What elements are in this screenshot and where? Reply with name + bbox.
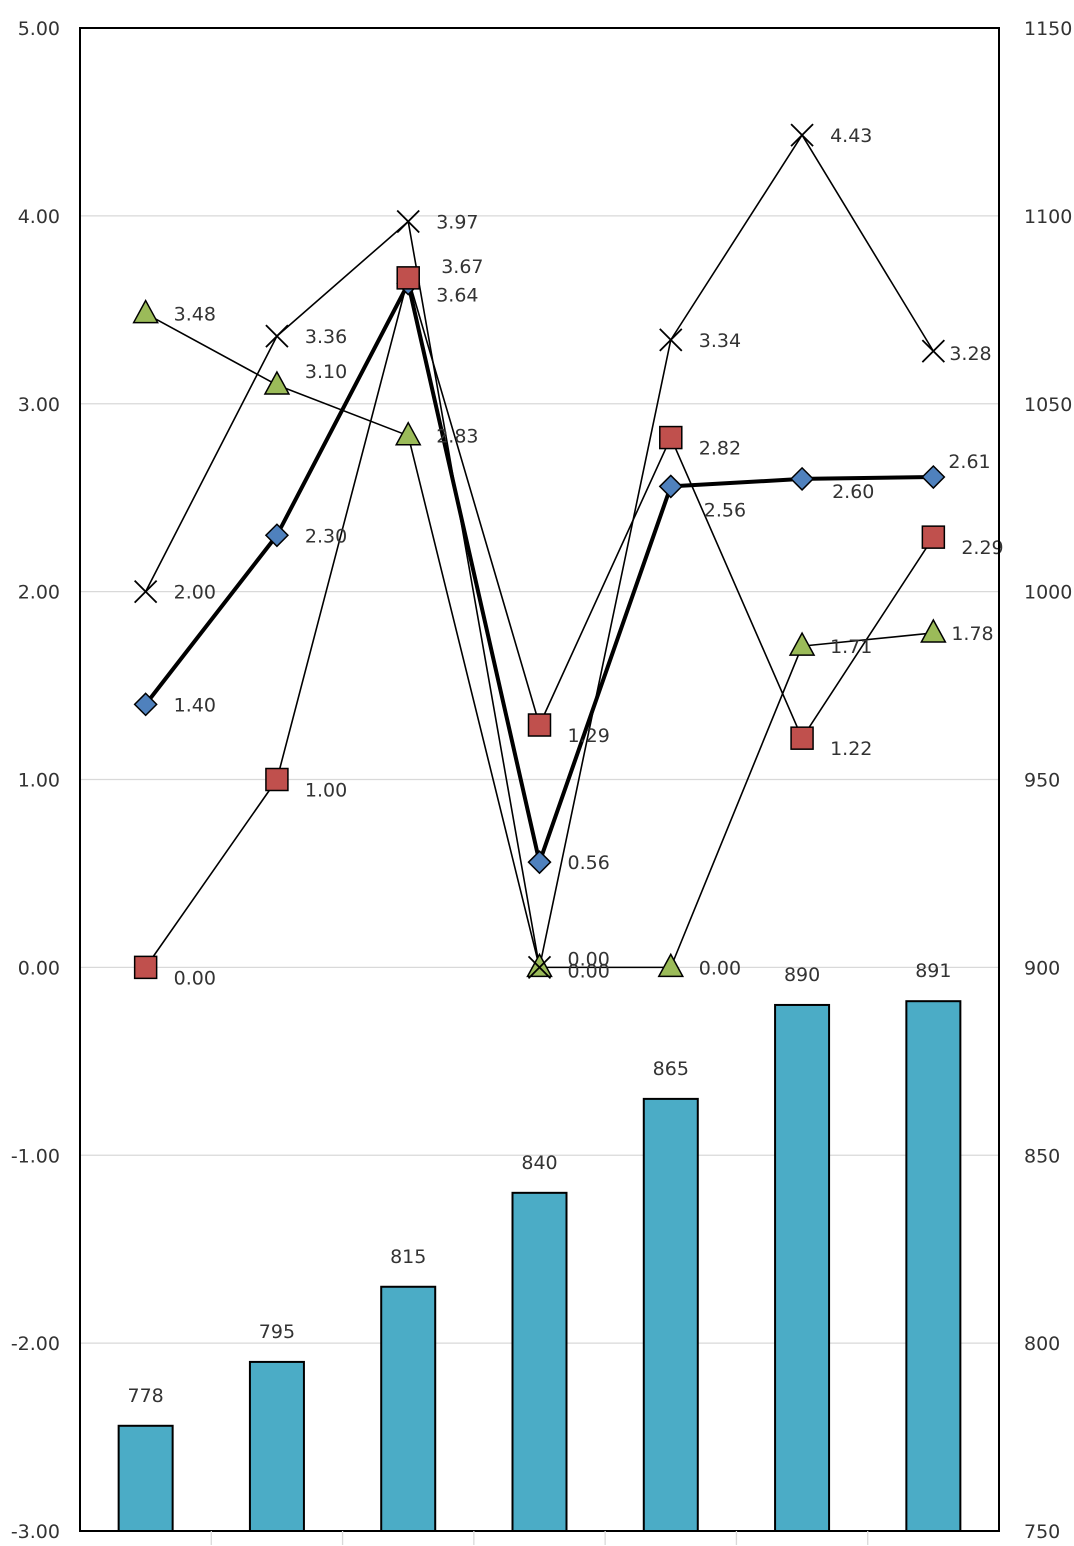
triangle-marker [920, 618, 947, 643]
bar-value-label: 865 [653, 1058, 689, 1080]
triangle-marker [132, 299, 159, 324]
bar [117, 1424, 174, 1533]
series-value-label: 1.78 [951, 623, 993, 645]
x-marker [134, 579, 158, 604]
y-right-tick-label: 1150 [1024, 18, 1072, 40]
y-left-tick-label: 4.00 [18, 206, 60, 228]
y-right-tick-label: 950 [1024, 770, 1060, 792]
y-left-tick-label: 0.00 [18, 957, 60, 979]
series-value-label: 2.30 [305, 525, 347, 547]
series-value-label: 0.56 [568, 852, 610, 874]
data-labels: 778 795 815 840 865 890 891 1.40 2.30 3.64 0.56 2.5… [128, 125, 1004, 1407]
y-left-tick-label: 1.00 [18, 770, 60, 792]
series-value-label: 3.34 [699, 330, 741, 352]
x-marker [659, 328, 683, 352]
square-marker [659, 425, 683, 450]
square-marker [790, 726, 814, 750]
x-marker [396, 209, 420, 234]
bar [248, 1360, 305, 1532]
y-left-tick-label: 5.00 [18, 18, 60, 40]
series-value-label: 3.48 [174, 304, 216, 326]
y-left-tick-label: -1.00 [11, 1145, 60, 1167]
triangle-marker [394, 421, 422, 446]
diamond-marker [790, 466, 815, 491]
y-right-tick-label: 850 [1024, 1145, 1060, 1167]
series-value-label: 1.40 [174, 694, 216, 716]
triangle-marker [788, 631, 816, 656]
x-marker [790, 123, 814, 147]
diamond-marker [527, 850, 552, 875]
series-value-label: 3.64 [436, 285, 478, 307]
y-right-tick-label: 800 [1024, 1333, 1060, 1355]
series-value-label: 3.28 [949, 343, 991, 365]
y-left-tick-label: -2.00 [11, 1333, 60, 1355]
series-value-label: 2.61 [948, 451, 990, 473]
x-marker [921, 339, 945, 363]
series-value-label: 1.71 [830, 636, 872, 658]
series-value-label: 0.00 [568, 948, 610, 970]
y-right-tick-label: 750 [1024, 1521, 1060, 1543]
series-value-label: 2.29 [961, 537, 1003, 559]
series-markers [132, 123, 947, 980]
square-marker [396, 266, 420, 290]
series-value-label: 0.00 [699, 957, 741, 979]
series-value-label: 2.60 [832, 481, 874, 503]
diamond-marker [264, 523, 289, 548]
series-lines [144, 134, 935, 969]
triangle-marker [526, 952, 553, 978]
bar-value-label: 795 [259, 1321, 295, 1343]
series-value-label: 1.29 [568, 725, 610, 747]
y-right-tick-label: 1050 [1024, 394, 1072, 416]
x-marker [527, 955, 552, 980]
bar [511, 1191, 568, 1532]
bar-value-label: 890 [784, 964, 820, 986]
series-value-label: 0.00 [174, 967, 216, 989]
axes: -3.00 -2.00 -1.00 0.00 1.00 2.00 3.00 4.00 5.00 7… [11, 18, 1073, 1546]
series-value-label: 2.83 [436, 426, 478, 448]
series-value-label: 2.82 [699, 438, 741, 460]
series-value-label: 3.97 [436, 212, 478, 234]
y-right-tick-label: 1100 [1024, 206, 1072, 228]
x-marker [265, 324, 289, 348]
square-marker [921, 525, 946, 549]
series-value-label: 3.10 [305, 361, 347, 383]
series-value-label: 0.00 [568, 960, 610, 982]
series-line [144, 281, 934, 865]
series-value-label: 3.36 [305, 326, 347, 348]
bar [774, 1003, 831, 1532]
bar-value-label: 815 [390, 1246, 426, 1268]
series-value-label: 2.56 [704, 499, 746, 521]
series-value-label: 4.43 [830, 125, 872, 147]
triangle-marker [657, 952, 685, 978]
bars [117, 1000, 962, 1533]
bar-value-label: 840 [521, 1152, 557, 1174]
square-marker [527, 713, 552, 737]
series-value-label: 2.00 [174, 582, 216, 604]
triangle-marker [263, 370, 291, 395]
bar-value-label: 778 [128, 1385, 164, 1407]
square-marker [265, 767, 289, 792]
bar [642, 1097, 699, 1532]
square-marker [133, 955, 158, 980]
series-value-label: 1.22 [830, 738, 872, 760]
bar [380, 1285, 437, 1532]
y-left-tick-label: 3.00 [18, 394, 60, 416]
plot-frame [79, 27, 1000, 1532]
diamond-marker [658, 474, 683, 499]
diamond-marker [133, 692, 158, 717]
diamond-marker [921, 464, 946, 490]
y-right-tick-label: 900 [1024, 957, 1060, 979]
series-value-label: 3.67 [441, 256, 483, 278]
y-left-tick-label: -3.00 [11, 1521, 60, 1543]
y-left-tick-label: 2.00 [18, 582, 60, 604]
series-value-label: 1.00 [305, 780, 347, 802]
bar-value-label: 891 [915, 960, 951, 982]
bar [905, 1000, 962, 1532]
y-right-tick-label: 1000 [1024, 582, 1072, 604]
